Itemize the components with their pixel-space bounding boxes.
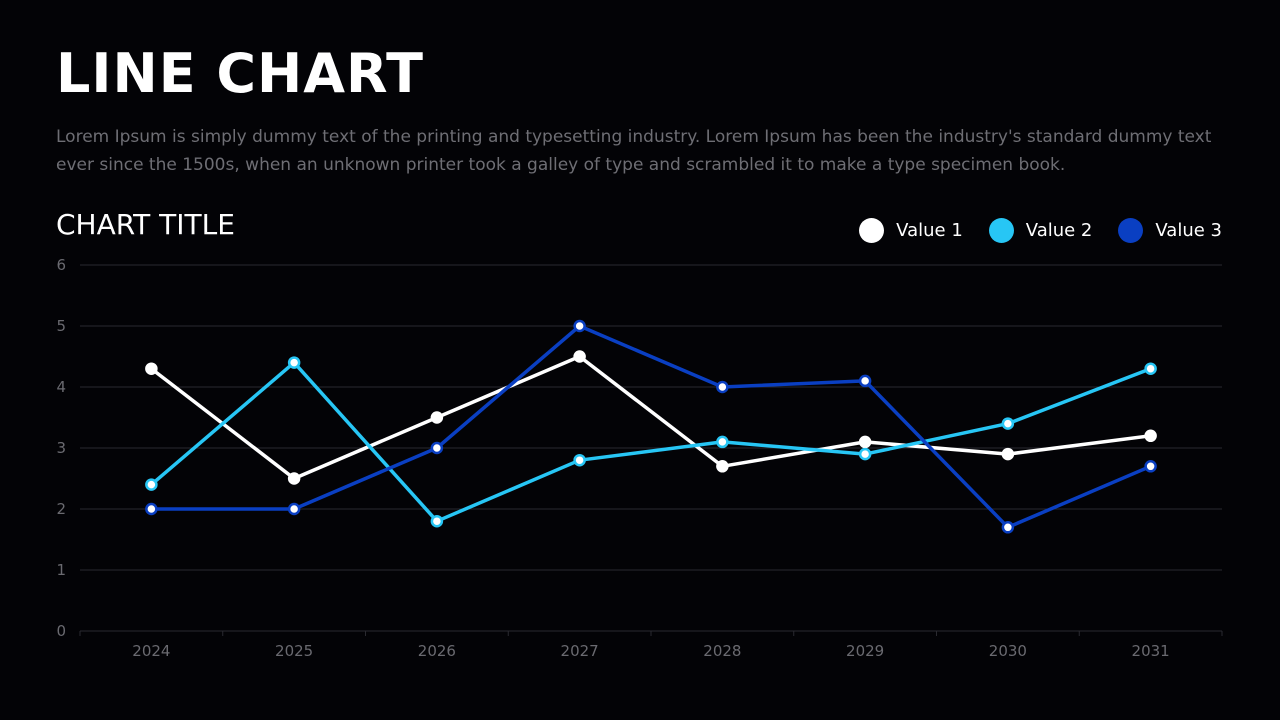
x-tick-label-2027: 2027 — [561, 642, 599, 660]
y-tick-label-6: 6 — [56, 256, 66, 274]
x-tick-label-2026: 2026 — [418, 642, 456, 660]
y-tick-label-2: 2 — [56, 500, 66, 518]
x-tick-label-2031: 2031 — [1132, 642, 1170, 660]
legend-item-value-1[interactable]: Value 1 — [859, 218, 963, 243]
series-line-value-2 — [149, 360, 1153, 523]
data-point-value-2-2027 — [573, 453, 586, 467]
y-tick-label-5: 5 — [56, 317, 66, 335]
data-point-value-3-2030 — [1001, 521, 1015, 534]
data-point-value-1-2028 — [716, 460, 729, 473]
data-point-value-1-2026 — [430, 411, 444, 424]
chart-legend: Value 1 Value 2 Value 3 — [859, 218, 1222, 243]
legend-swatch-value-1 — [859, 218, 885, 243]
data-point-value-2-2031 — [1144, 362, 1157, 375]
data-point-value-3-2026 — [430, 441, 444, 455]
legend-swatch-value-2 — [988, 218, 1014, 243]
legend-label-value-2: Value 2 — [1025, 220, 1093, 241]
data-point-value-2-2026 — [430, 514, 444, 528]
series-line-value-1 — [149, 354, 1153, 481]
data-point-value-3-2024 — [145, 502, 158, 516]
x-tick-label-2024: 2024 — [132, 642, 170, 660]
y-tick-label-4: 4 — [56, 378, 66, 396]
slide-title: LINE CHART — [56, 42, 424, 105]
data-point-value-2-2030 — [1001, 417, 1015, 430]
data-point-value-2-2029 — [858, 447, 872, 461]
chart-title: CHART TITLE — [56, 208, 235, 241]
data-point-value-3-2028 — [716, 380, 729, 394]
data-point-value-3-2027 — [573, 319, 586, 333]
y-tick-label-3: 3 — [56, 439, 66, 457]
legend-item-value-2[interactable]: Value 2 — [988, 218, 1093, 243]
legend-swatch-value-3 — [1118, 218, 1144, 243]
data-point-value-1-2024 — [145, 362, 158, 375]
data-point-value-2-2025 — [287, 356, 301, 369]
data-point-value-1-2030 — [1001, 447, 1015, 461]
data-point-value-2-2024 — [145, 478, 158, 491]
data-point-value-2-2028 — [716, 435, 729, 449]
data-point-value-3-2031 — [1144, 460, 1157, 473]
data-point-value-3-2025 — [287, 502, 301, 516]
slide-description: Lorem Ipsum is simply dummy text of the … — [56, 127, 1212, 175]
data-point-value-1-2029 — [858, 435, 872, 449]
legend-label-value-3: Value 3 — [1155, 220, 1222, 241]
legend-item-value-3[interactable]: Value 3 — [1118, 218, 1222, 243]
x-tick-label-2030: 2030 — [989, 642, 1027, 660]
data-point-value-1-2027 — [573, 350, 586, 363]
data-point-value-3-2029 — [858, 374, 872, 388]
x-tick-label-2025: 2025 — [275, 642, 313, 660]
y-tick-label-0: 0 — [56, 622, 66, 640]
series-line-value-3 — [149, 324, 1153, 530]
data-point-value-1-2031 — [1144, 429, 1157, 443]
legend-label-value-1: Value 1 — [896, 220, 963, 241]
data-point-value-1-2025 — [287, 472, 301, 485]
y-tick-label-1: 1 — [56, 561, 66, 579]
x-tick-label-2028: 2028 — [703, 642, 741, 660]
x-tick-label-2029: 2029 — [846, 642, 884, 660]
